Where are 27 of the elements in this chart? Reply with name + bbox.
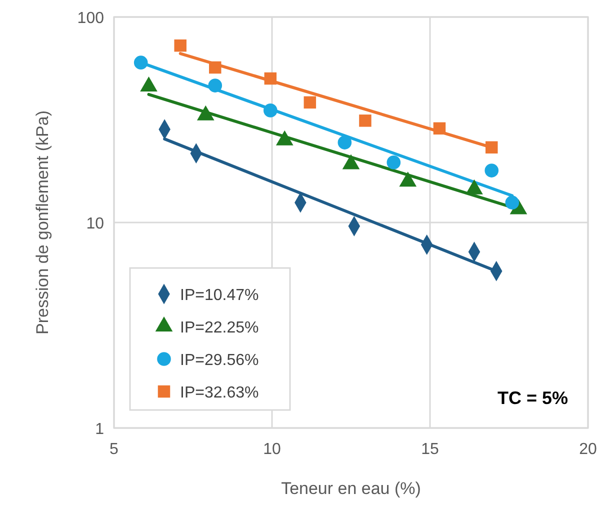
x-tick-label: 20 — [579, 441, 597, 458]
point — [359, 114, 372, 127]
legend-label: IP=29.56% — [180, 352, 259, 369]
x-axis-title: Teneur en eau (%) — [281, 479, 421, 498]
legend-label: IP=10.47% — [180, 287, 259, 304]
point — [134, 56, 148, 70]
y-tick-label: 1 — [95, 421, 104, 438]
point — [264, 104, 278, 118]
legend-label: IP=22.25% — [180, 320, 259, 336]
point — [304, 96, 316, 109]
point — [484, 164, 499, 178]
point — [264, 72, 277, 85]
point — [485, 141, 498, 154]
x-tick-label: 10 — [263, 441, 281, 458]
point — [386, 156, 401, 170]
point — [338, 136, 352, 150]
point — [208, 61, 222, 74]
y-tick-label: 10 — [86, 216, 104, 232]
point — [208, 78, 222, 92]
point — [433, 122, 446, 135]
annotation: TC = 5% — [497, 388, 568, 408]
y-tick-label: 100 — [77, 10, 104, 27]
x-tick-label: 5 — [110, 441, 119, 458]
x-tick-label: 15 — [421, 441, 439, 458]
y-axis-title: Pression de gonflement (kPa) — [33, 110, 52, 334]
point — [174, 39, 186, 52]
legend-label: IP=32.63% — [180, 384, 259, 402]
